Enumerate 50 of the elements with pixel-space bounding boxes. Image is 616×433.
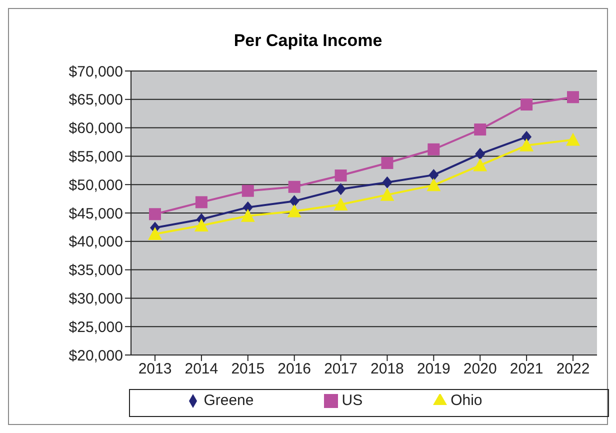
- point: [288, 180, 300, 193]
- point: [194, 218, 208, 232]
- point: [381, 157, 394, 170]
- x-tick-label: 2022: [556, 360, 590, 378]
- y-tick-label: $55,000: [68, 148, 123, 166]
- point: [380, 188, 394, 201]
- point: [428, 143, 440, 156]
- y-tick-label: $25,000: [68, 318, 123, 336]
- x-tick-label: 2014: [184, 360, 218, 378]
- point: [149, 208, 161, 220]
- point: [336, 183, 346, 196]
- point: [287, 204, 302, 218]
- legend-label: Ohio: [450, 392, 482, 409]
- y-tick-label: $30,000: [68, 290, 123, 308]
- y-tick-label: $45,000: [68, 205, 123, 222]
- y-tick-label: $20,000: [68, 347, 123, 364]
- point: [520, 98, 533, 111]
- x-tick-label: 2017: [324, 360, 358, 378]
- x-tick-label: 2013: [138, 360, 172, 378]
- x-tick-label: 2021: [510, 360, 544, 378]
- x-tick-label: 2020: [463, 360, 497, 378]
- point: [567, 91, 579, 104]
- y-tick-label: $65,000: [68, 92, 123, 109]
- point: [475, 148, 486, 160]
- y-tick-label: $35,000: [68, 262, 123, 280]
- point: [426, 178, 441, 192]
- point: [520, 138, 534, 152]
- point: [473, 158, 488, 172]
- point: [334, 170, 347, 182]
- x-tick-label: 2015: [231, 360, 265, 378]
- y-tick-label: $70,000: [68, 63, 123, 80]
- x-tick-label: 2016: [278, 360, 312, 378]
- x-tick-label: 2019: [416, 360, 450, 378]
- chart-title: Per Capita Income: [232, 31, 384, 52]
- point: [240, 208, 255, 222]
- point: [289, 195, 300, 208]
- legend-label: US: [342, 392, 363, 409]
- x-tick-label: 2018: [370, 360, 404, 378]
- point: [334, 197, 348, 210]
- y-tick-label: $40,000: [68, 234, 123, 251]
- point: [148, 227, 162, 240]
- point: [242, 184, 254, 197]
- legend-label: Greene: [204, 392, 254, 409]
- y-tick-label: $60,000: [68, 120, 123, 138]
- point: [566, 132, 580, 146]
- y-tick-label: $50,000: [68, 176, 123, 194]
- point: [382, 176, 392, 188]
- point: [474, 124, 486, 136]
- point: [195, 196, 208, 208]
- point: [428, 168, 439, 181]
